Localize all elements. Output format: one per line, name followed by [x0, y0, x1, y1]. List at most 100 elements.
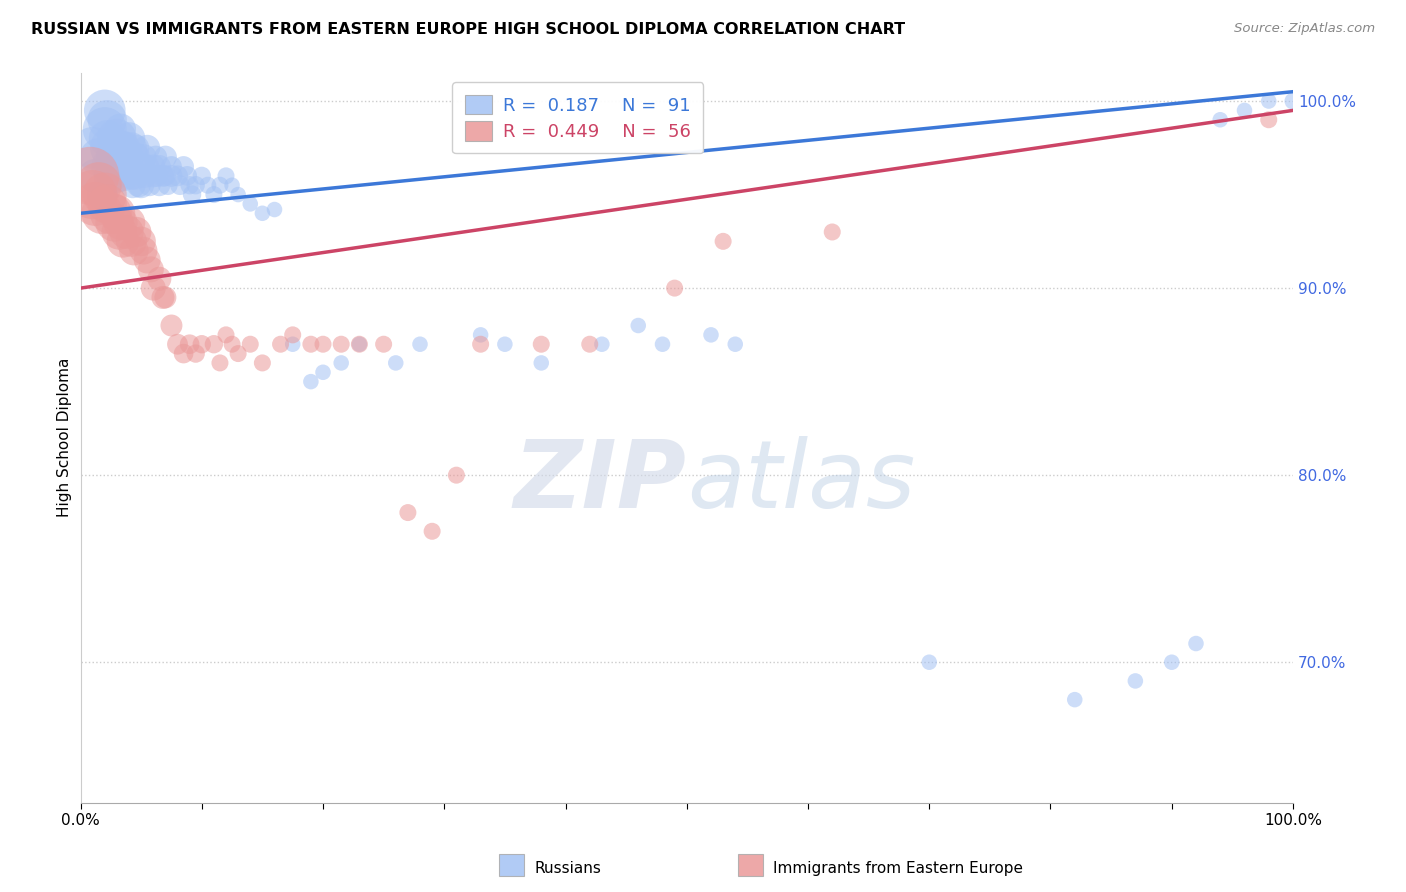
Point	[115, 225, 138, 239]
Point	[724, 337, 747, 351]
Point	[152, 290, 174, 304]
Point	[142, 281, 165, 295]
Point	[94, 122, 117, 136]
Text: ZIP: ZIP	[513, 435, 686, 527]
Point	[155, 150, 177, 164]
Point	[396, 506, 419, 520]
Point	[118, 131, 141, 145]
Point	[103, 216, 125, 230]
Point	[105, 169, 128, 183]
Point	[530, 337, 553, 351]
Point	[96, 131, 118, 145]
Point	[197, 178, 219, 193]
Point	[100, 206, 122, 220]
Point	[420, 524, 443, 539]
Point	[142, 169, 165, 183]
Point	[821, 225, 844, 239]
Point	[148, 271, 170, 285]
Point	[530, 356, 553, 370]
Point	[1160, 655, 1182, 669]
Point	[711, 235, 734, 249]
Point	[190, 337, 212, 351]
Point	[470, 337, 492, 351]
Point	[173, 346, 195, 360]
Point	[160, 160, 183, 174]
Point	[120, 169, 142, 183]
Point	[105, 131, 128, 145]
Point	[110, 122, 132, 136]
Point	[105, 206, 128, 220]
Point	[120, 141, 142, 155]
Point	[591, 337, 613, 351]
Point	[122, 244, 145, 258]
Point	[129, 160, 152, 174]
Text: atlas: atlas	[686, 436, 915, 527]
Point	[202, 337, 225, 351]
Point	[349, 337, 371, 351]
Point	[173, 160, 195, 174]
Point	[700, 327, 723, 342]
Point	[1233, 103, 1256, 118]
Point	[82, 141, 104, 155]
Point	[281, 337, 304, 351]
Point	[1257, 112, 1279, 127]
Point	[1185, 636, 1208, 650]
Point	[208, 178, 231, 193]
Point	[129, 178, 152, 193]
Point	[152, 169, 174, 183]
Point	[155, 169, 177, 183]
Point	[120, 235, 142, 249]
Point	[103, 150, 125, 164]
Point	[215, 169, 238, 183]
Point	[169, 178, 191, 193]
Point	[176, 169, 198, 183]
Point	[208, 356, 231, 370]
Point	[132, 150, 155, 164]
Point	[136, 160, 159, 174]
Point	[108, 141, 131, 155]
Point	[1125, 673, 1147, 688]
Point	[181, 187, 204, 202]
Point	[84, 197, 107, 211]
Point	[263, 202, 285, 217]
Point	[148, 178, 170, 193]
Point	[918, 655, 941, 669]
Point	[148, 160, 170, 174]
Point	[125, 225, 148, 239]
Point	[139, 262, 162, 277]
Point	[105, 150, 128, 164]
Point	[142, 160, 165, 174]
Point	[470, 327, 492, 342]
Point	[221, 337, 243, 351]
Text: Immigrants from Eastern Europe: Immigrants from Eastern Europe	[773, 861, 1024, 876]
Point	[330, 356, 353, 370]
Point	[226, 187, 249, 202]
Point	[129, 235, 152, 249]
Point	[270, 337, 292, 351]
Point	[145, 150, 167, 164]
Point	[349, 337, 371, 351]
Point	[190, 169, 212, 183]
Point	[252, 206, 274, 220]
Point	[91, 187, 114, 202]
Point	[446, 468, 468, 483]
Point	[252, 356, 274, 370]
Point	[132, 244, 155, 258]
Point	[100, 169, 122, 183]
Point	[94, 103, 117, 118]
Point	[494, 337, 516, 351]
Point	[166, 337, 188, 351]
Point	[134, 169, 156, 183]
Point	[1209, 112, 1232, 127]
Point	[110, 216, 132, 230]
Point	[330, 337, 353, 351]
Text: Russians: Russians	[534, 861, 602, 876]
Point	[87, 150, 110, 164]
Point	[100, 160, 122, 174]
Text: Source: ZipAtlas.com: Source: ZipAtlas.com	[1234, 22, 1375, 36]
Point	[384, 356, 406, 370]
Point	[146, 169, 169, 183]
Point	[121, 178, 143, 193]
Point	[112, 150, 135, 164]
Point	[118, 150, 141, 164]
